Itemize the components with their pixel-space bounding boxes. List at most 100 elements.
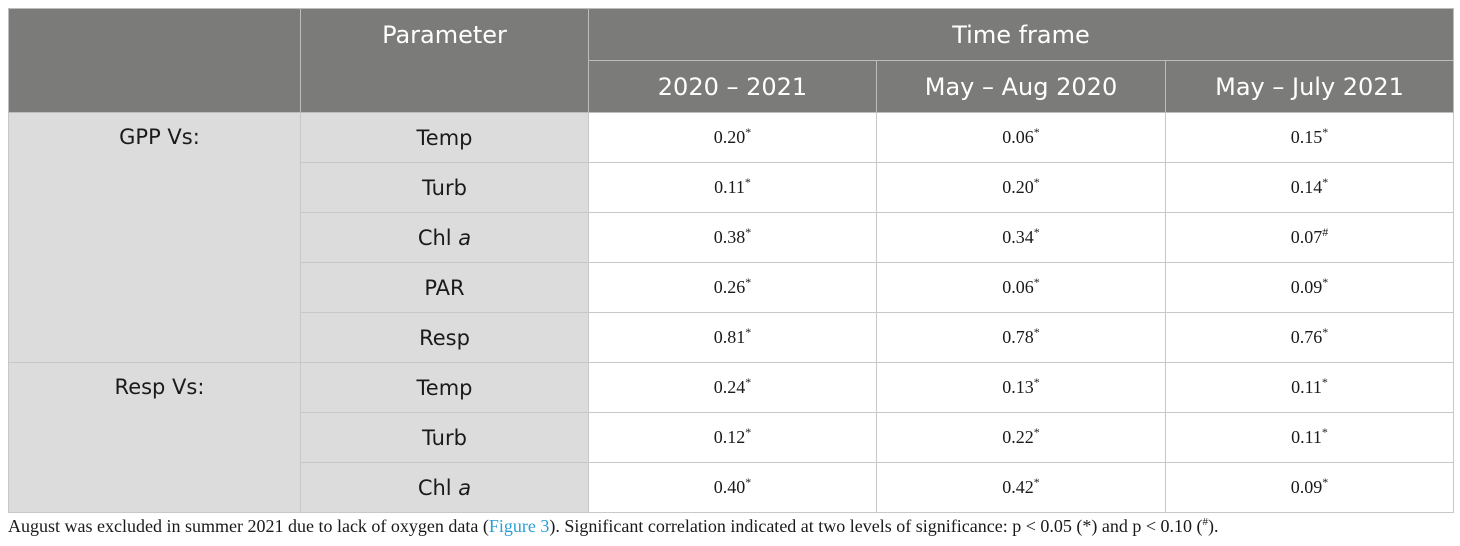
value-cell: 0.38* xyxy=(588,212,877,263)
parameter-cell: Chl a xyxy=(300,212,589,263)
value-cell: 0.78* xyxy=(876,312,1166,363)
header-parameter: Parameter xyxy=(300,8,589,113)
value-cell: 0.09* xyxy=(1164,462,1455,513)
table-row: PAR 0.26* 0.06* 0.09* xyxy=(9,262,1455,313)
correlation-value: 0.07 xyxy=(1290,227,1323,247)
parameter-name: Chl xyxy=(417,475,459,500)
header-period-1: 2020 – 2021 xyxy=(588,60,877,113)
significance-marker: * xyxy=(1321,375,1328,389)
value-cell: 0.34* xyxy=(876,212,1166,263)
header-row-2: 2020 – 2021 May – Aug 2020 May – July 20… xyxy=(9,60,1455,113)
correlation-value: 0.26 xyxy=(713,277,746,297)
value-cell: 0.26* xyxy=(588,262,877,313)
parameter-cell: Turb xyxy=(300,412,589,463)
correlation-value: 0.34 xyxy=(1002,227,1034,247)
correlation-value: 0.13 xyxy=(1002,377,1034,397)
header-row-1: Parameter Time frame xyxy=(8,8,1455,113)
parameter-cell: Chl a xyxy=(300,462,589,513)
table-row: Chl a 0.38* 0.34* 0.07# xyxy=(9,212,1455,263)
table-row: Turb 0.11* 0.20* 0.14* xyxy=(9,162,1455,213)
value-cell: 0.11* xyxy=(1164,362,1455,413)
parameter-italic-suffix: a xyxy=(458,225,472,250)
group-label: GPP Vs: xyxy=(119,125,200,149)
correlation-value: 0.06 xyxy=(1002,127,1034,147)
parameter-cell: Temp xyxy=(300,112,589,163)
value-cell: 0.09* xyxy=(1164,262,1455,313)
correlation-value: 0.14 xyxy=(1290,177,1323,197)
parameter-name: Chl xyxy=(417,225,459,250)
significance-marker: * xyxy=(1322,475,1329,489)
value-cell: 0.13* xyxy=(876,362,1166,413)
significance-marker: * xyxy=(745,275,752,289)
correlation-value: 0.11 xyxy=(1291,427,1322,447)
value-cell: 0.40* xyxy=(588,462,877,513)
significance-marker: * xyxy=(745,125,752,139)
significance-marker: * xyxy=(1322,325,1329,339)
value-cell: 0.20* xyxy=(588,112,877,163)
correlation-value: 0.15 xyxy=(1290,127,1323,147)
significance-marker: * xyxy=(1033,425,1040,439)
significance-marker: * xyxy=(1321,425,1328,439)
significance-marker: * xyxy=(1322,125,1329,139)
significance-marker: * xyxy=(1033,125,1040,139)
value-cell: 0.15* xyxy=(1164,112,1455,163)
correlation-value: 0.38 xyxy=(713,227,746,247)
value-cell: 0.22* xyxy=(876,412,1166,463)
table-footnote: August was excluded in summer 2021 due t… xyxy=(8,516,1219,537)
footnote-symbol-2: # xyxy=(1202,516,1209,528)
table-body: GPP Vs: Temp 0.20* 0.06* 0.15* Turb 0.11* 0.20*… xyxy=(8,112,1455,513)
correlation-value: 0.40 xyxy=(713,477,746,497)
value-cell: 0.76* xyxy=(1164,312,1455,363)
header-period-3: May – July 2021 xyxy=(1164,60,1455,113)
header-time-frame: Time frame xyxy=(587,8,1455,61)
group-label: Resp Vs: xyxy=(114,375,205,399)
correlation-value: 0.76 xyxy=(1290,327,1323,347)
table-row: Turb 0.12* 0.22* 0.11* xyxy=(9,412,1455,463)
parameter-name: Turb xyxy=(422,175,467,200)
correlation-value: 0.81 xyxy=(713,327,746,347)
value-cell: 0.11* xyxy=(588,162,877,213)
significance-marker: * xyxy=(745,325,752,339)
value-cell: 0.11* xyxy=(1164,412,1455,463)
figure-link[interactable]: Figure 3 xyxy=(488,516,550,536)
table-row: Chl a 0.40* 0.42* 0.09* xyxy=(9,462,1455,513)
parameter-name: Temp xyxy=(416,375,473,400)
parameter-cell: Turb xyxy=(300,162,589,213)
significance-marker: * xyxy=(1033,225,1040,239)
correlation-table-container: Parameter Time frame 2020 – 2021 May – A… xyxy=(8,8,1455,513)
significance-marker: * xyxy=(1322,175,1329,189)
value-cell: 0.24* xyxy=(588,362,877,413)
footnote-text-3: ) and p < 0.10 ( xyxy=(1091,516,1203,536)
parameter-italic-suffix: a xyxy=(458,475,472,500)
correlation-value: 0.24 xyxy=(713,377,746,397)
header-blank-cell xyxy=(8,8,301,113)
value-cell: 0.20* xyxy=(876,162,1166,213)
correlation-value: 0.11 xyxy=(714,177,745,197)
significance-marker: * xyxy=(745,225,752,239)
value-cell: 0.12* xyxy=(588,412,877,463)
correlation-value: 0.42 xyxy=(1002,477,1034,497)
significance-marker: * xyxy=(1033,175,1040,189)
significance-marker: * xyxy=(1033,375,1040,389)
significance-marker: * xyxy=(745,425,752,439)
parameter-cell: Temp xyxy=(300,362,589,413)
significance-marker: # xyxy=(1322,225,1329,239)
table-row: Resp 0.81* 0.78* 0.76* xyxy=(9,312,1455,363)
parameter-cell: Resp xyxy=(300,312,589,363)
value-cell: 0.14* xyxy=(1164,162,1455,213)
correlation-value: 0.22 xyxy=(1002,427,1034,447)
value-cell: 0.42* xyxy=(876,462,1166,513)
header-period-2: May – Aug 2020 xyxy=(876,60,1166,113)
correlation-value: 0.78 xyxy=(1002,327,1034,347)
value-cell: 0.07# xyxy=(1164,212,1455,263)
significance-marker: * xyxy=(745,375,752,389)
correlation-value: 0.09 xyxy=(1290,277,1323,297)
parameter-cell: PAR xyxy=(300,262,589,313)
significance-marker: * xyxy=(1033,325,1040,339)
value-cell: 0.06* xyxy=(876,262,1166,313)
correlation-value: 0.20 xyxy=(713,127,746,147)
correlation-table: Parameter Time frame 2020 – 2021 May – A… xyxy=(8,8,1455,513)
table-row: GPP Vs: Temp 0.20* 0.06* 0.15* xyxy=(8,112,1455,363)
footnote-symbol-1: * xyxy=(1082,516,1092,536)
correlation-value: 0.12 xyxy=(713,427,746,447)
